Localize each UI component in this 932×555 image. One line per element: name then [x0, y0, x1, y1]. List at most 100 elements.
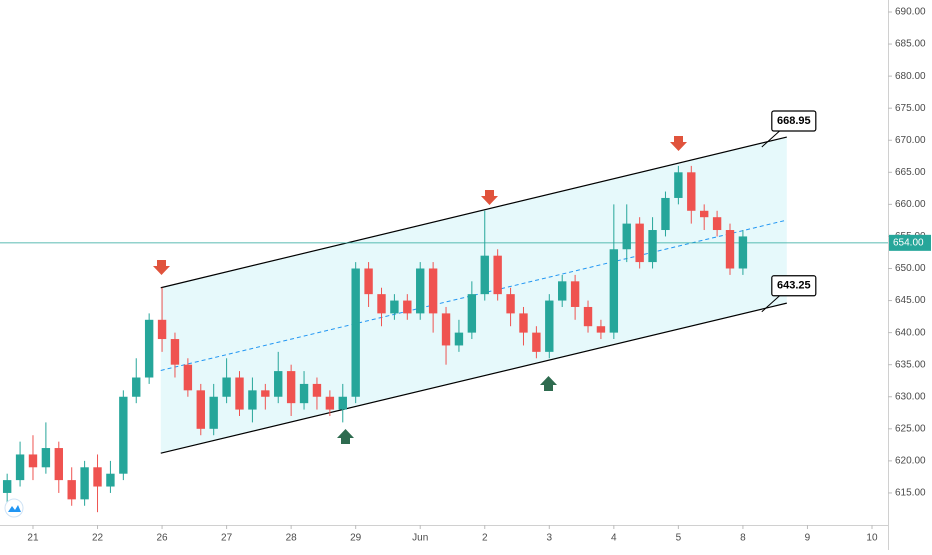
- callout-label: 643.25: [777, 280, 811, 292]
- y-tick-label: 630.00: [895, 391, 926, 402]
- candle-body: [648, 230, 657, 263]
- candle-body: [583, 306, 593, 327]
- x-tick-label: 3: [547, 533, 553, 544]
- candle-body: [506, 294, 515, 314]
- x-tick-label: 10: [866, 533, 878, 544]
- channel-lower: [160, 302, 787, 454]
- candle-body: [687, 172, 696, 211]
- candle-body: [144, 319, 154, 378]
- y-tick-label: 645.00: [895, 295, 926, 306]
- candle-body: [635, 223, 644, 263]
- candle-body: [28, 454, 38, 468]
- x-tick-label: 26: [156, 533, 168, 544]
- candle-body: [712, 217, 722, 231]
- x-tick-label: 9: [805, 533, 811, 544]
- up-arrow: [337, 429, 354, 444]
- candle-body: [441, 313, 451, 346]
- y-tick-label: 680.00: [895, 71, 926, 82]
- candle-body: [209, 396, 218, 429]
- last-price-box: [889, 234, 931, 251]
- x-tick-label: 27: [221, 533, 233, 544]
- x-tick-label: 5: [676, 533, 682, 544]
- candle-body: [222, 377, 231, 397]
- logo-circle: [4, 498, 24, 518]
- candle-body: [2, 480, 12, 493]
- callout-box: [771, 110, 817, 132]
- logo: [4, 498, 24, 518]
- candle-body: [725, 230, 735, 269]
- down-arrow: [481, 190, 498, 205]
- y-tick-label: 675.00: [895, 103, 926, 114]
- x-tick-label: 2: [482, 533, 488, 544]
- candle-body: [558, 281, 567, 301]
- candle-body: [325, 396, 335, 410]
- candle-body: [132, 377, 141, 397]
- candle-body: [738, 236, 748, 269]
- x-tick-label: 21: [27, 533, 39, 544]
- candle-body: [570, 281, 580, 307]
- candle-body: [157, 319, 167, 340]
- logo-mark: [8, 505, 21, 512]
- signal-arrows: [153, 136, 687, 444]
- candle-layer: [2, 165, 748, 513]
- candle-body: [67, 480, 76, 500]
- candle-body: [41, 448, 51, 468]
- channel-upper: [160, 136, 787, 289]
- candle-body: [377, 294, 386, 314]
- y-tick-label: 670.00: [895, 135, 926, 146]
- down-arrow: [670, 136, 687, 151]
- candle-body: [183, 364, 193, 391]
- x-tick-label: 28: [286, 533, 298, 544]
- y-tick-label: 690.00: [895, 7, 926, 18]
- callout-pointer: [761, 293, 783, 313]
- y-tick-label: 650.00: [895, 263, 926, 274]
- y-tick-label: 665.00: [895, 167, 926, 178]
- y-tick-label: 625.00: [895, 423, 926, 434]
- callout-pointer: [761, 128, 783, 148]
- candle-body: [364, 268, 373, 295]
- candle-body: [106, 473, 115, 487]
- candle-body: [609, 249, 619, 333]
- candle-body: [170, 339, 180, 365]
- y-tick-label: 685.00: [895, 39, 926, 50]
- candle-body: [480, 255, 489, 295]
- candle-body: [274, 371, 283, 397]
- candle-body: [519, 313, 528, 333]
- candle-body: [699, 210, 709, 218]
- x-tick-label: 4: [611, 533, 617, 544]
- candle-body: [532, 332, 541, 352]
- candle-body: [286, 371, 296, 404]
- candle-body: [674, 172, 683, 198]
- candle-body: [80, 467, 89, 500]
- channel-midline: [160, 219, 787, 371]
- candle-body: [15, 454, 25, 481]
- candle-body: [493, 255, 502, 295]
- x-tick-label: Jun: [412, 533, 428, 544]
- candle-body: [661, 197, 670, 231]
- x-tick-label: 29: [350, 533, 362, 544]
- candle-body: [312, 383, 322, 397]
- candle-body: [454, 332, 464, 346]
- candle-body: [235, 377, 244, 410]
- candle-body: [351, 268, 360, 397]
- last-price-label: 654.00: [893, 237, 924, 248]
- candle-body: [403, 300, 412, 314]
- candle-body: [338, 396, 347, 410]
- candle-body: [416, 268, 425, 314]
- up-arrow: [540, 376, 557, 391]
- candle-body: [119, 396, 128, 474]
- candle-body: [545, 300, 554, 352]
- x-tick-label: 22: [92, 533, 104, 544]
- y-tick-label: 660.00: [895, 199, 926, 210]
- callout-box: [771, 275, 817, 297]
- candle-body: [390, 300, 399, 314]
- candle-body: [261, 390, 270, 397]
- candle-body: [54, 448, 63, 481]
- callout-label: 668.95: [777, 115, 811, 127]
- y-tick-label: 615.00: [895, 488, 926, 499]
- y-tick-label: 640.00: [895, 327, 926, 338]
- y-tick-label: 620.00: [895, 456, 926, 467]
- candle-body: [299, 383, 309, 404]
